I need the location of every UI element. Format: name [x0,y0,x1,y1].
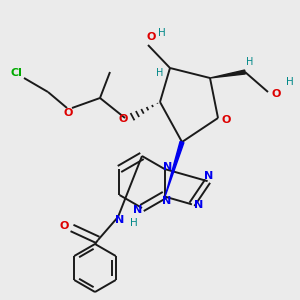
Polygon shape [165,141,184,197]
Text: N: N [194,200,204,210]
Text: N: N [116,215,124,225]
Text: Cl: Cl [10,68,22,78]
Text: O: O [221,115,231,125]
Text: H: H [158,28,166,38]
Text: O: O [63,108,73,118]
Text: H: H [246,57,254,67]
Text: H: H [286,77,294,87]
Text: H: H [156,68,164,78]
Text: O: O [146,32,156,42]
Text: N: N [163,162,172,172]
Polygon shape [210,70,245,78]
Text: N: N [134,205,142,215]
Text: O: O [59,221,69,231]
Text: N: N [204,171,213,181]
Text: O: O [118,114,128,124]
Text: O: O [271,89,281,99]
Text: H: H [130,218,138,228]
Text: N: N [162,196,172,206]
